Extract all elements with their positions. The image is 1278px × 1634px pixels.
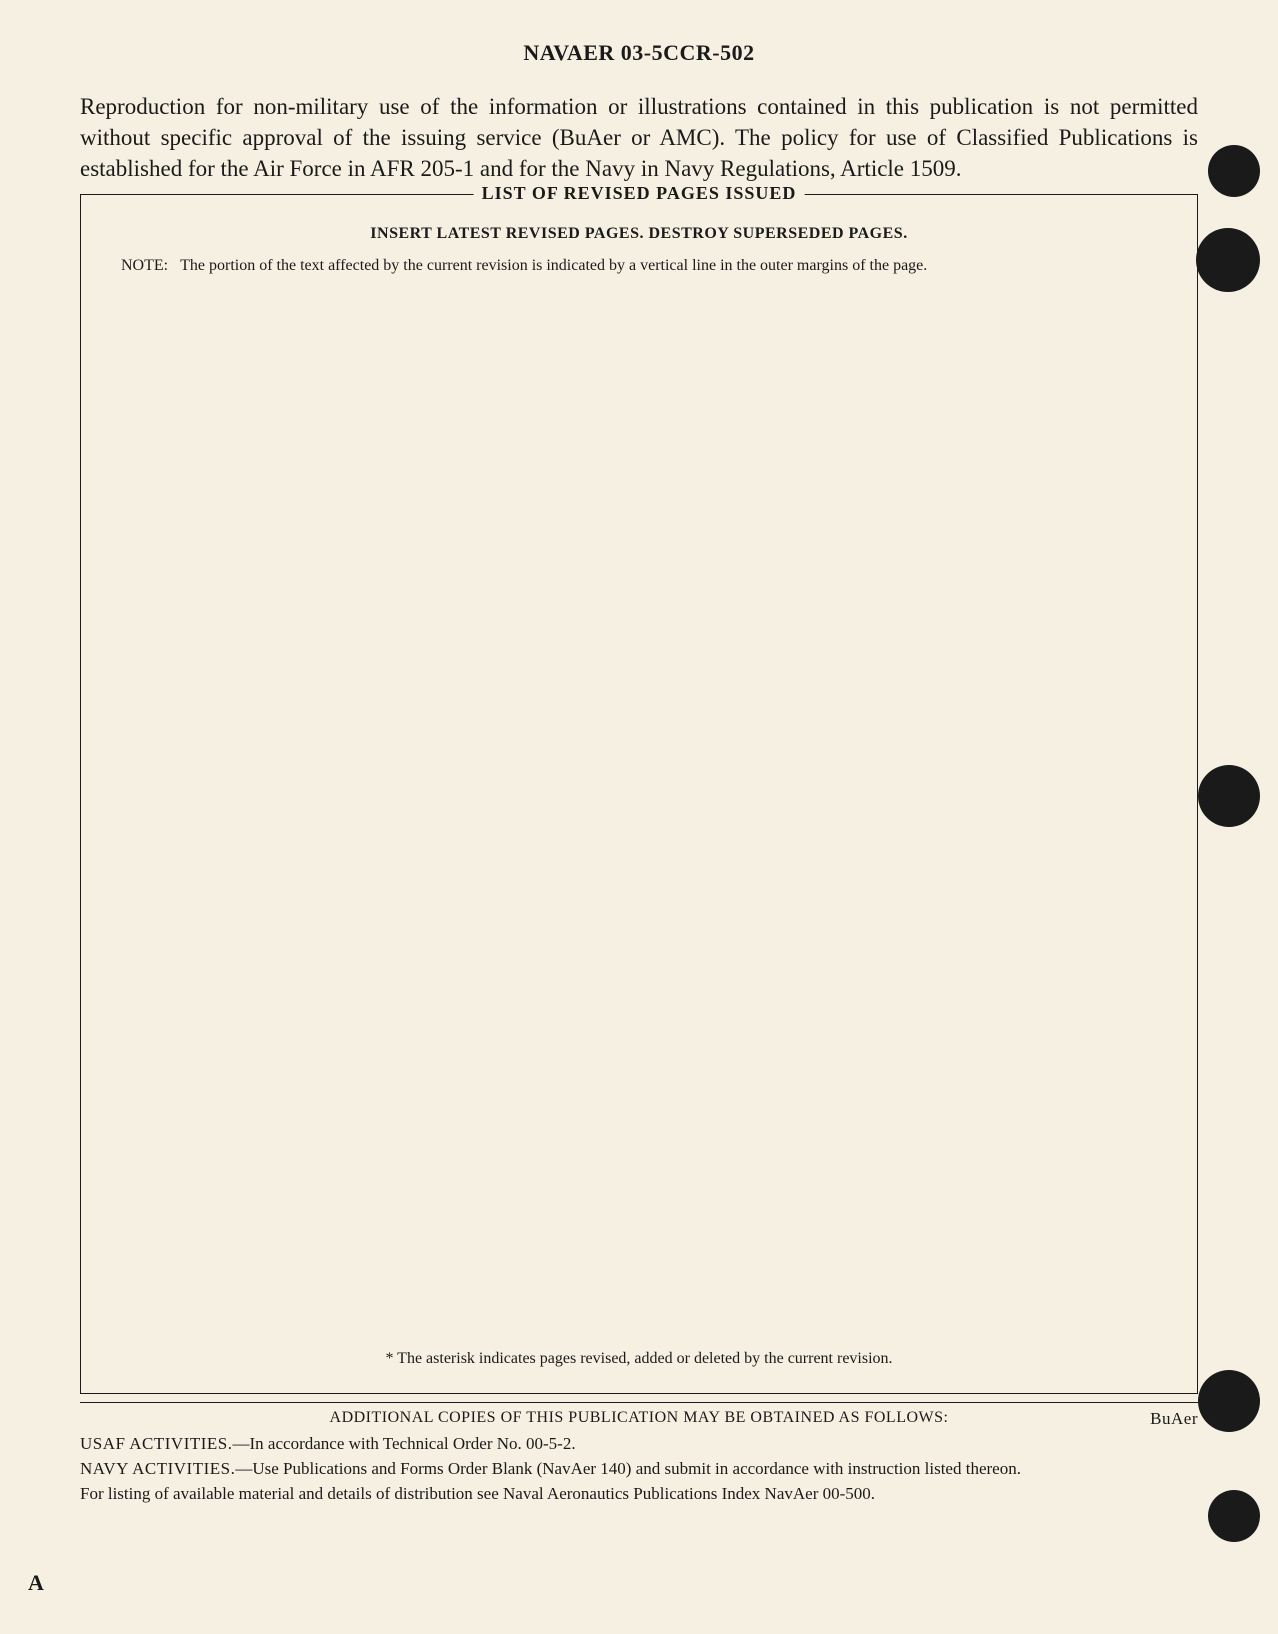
intro-paragraph: Reproduction for non-military use of the… bbox=[80, 91, 1198, 184]
revised-box-title: LIST OF REVISED PAGES ISSUED bbox=[474, 183, 805, 204]
note-text: The portion of the text affected by the … bbox=[180, 255, 927, 277]
binder-hole-icon bbox=[1208, 145, 1260, 197]
binder-hole-icon bbox=[1208, 1490, 1260, 1542]
usaf-line: USAF ACTIVITIES.—In accordance with Tech… bbox=[80, 1433, 1198, 1456]
binder-hole-icon bbox=[1198, 1370, 1260, 1432]
footer-divider bbox=[80, 1402, 1198, 1403]
revised-pages-box: LIST OF REVISED PAGES ISSUED INSERT LATE… bbox=[80, 194, 1198, 1394]
document-number: NAVAER 03-5CCR-502 bbox=[80, 40, 1198, 66]
usaf-label: USAF ACTIVITIES. bbox=[80, 1434, 233, 1453]
binder-hole-icon bbox=[1198, 765, 1260, 827]
navy-label: NAVY ACTIVITIES. bbox=[80, 1459, 235, 1478]
buaer-label: BuAer bbox=[1150, 1409, 1198, 1429]
listing-line: For listing of available material and de… bbox=[80, 1483, 1198, 1506]
binder-hole-icon bbox=[1196, 228, 1260, 292]
additional-copies-text: ADDITIONAL COPIES OF THIS PUBLICATION MA… bbox=[330, 1409, 949, 1426]
usaf-text: —In accordance with Technical Order No. … bbox=[233, 1434, 576, 1453]
footer-text-block: USAF ACTIVITIES.—In accordance with Tech… bbox=[80, 1433, 1198, 1506]
note-container: NOTE: The portion of the text affected b… bbox=[121, 255, 1157, 277]
navy-text: —Use Publications and Forms Order Blank … bbox=[235, 1459, 1021, 1478]
insert-instruction: INSERT LATEST REVISED PAGES. DESTROY SUP… bbox=[121, 225, 1157, 243]
page-container: NAVAER 03-5CCR-502 Reproduction for non-… bbox=[0, 0, 1278, 1634]
note-label: NOTE: bbox=[121, 255, 180, 277]
page-marker-a: A bbox=[28, 1570, 44, 1596]
navy-line: NAVY ACTIVITIES.—Use Publications and Fo… bbox=[80, 1458, 1198, 1481]
additional-copies-heading: ADDITIONAL COPIES OF THIS PUBLICATION MA… bbox=[80, 1409, 1198, 1427]
asterisk-note: * The asterisk indicates pages revised, … bbox=[81, 1350, 1197, 1368]
